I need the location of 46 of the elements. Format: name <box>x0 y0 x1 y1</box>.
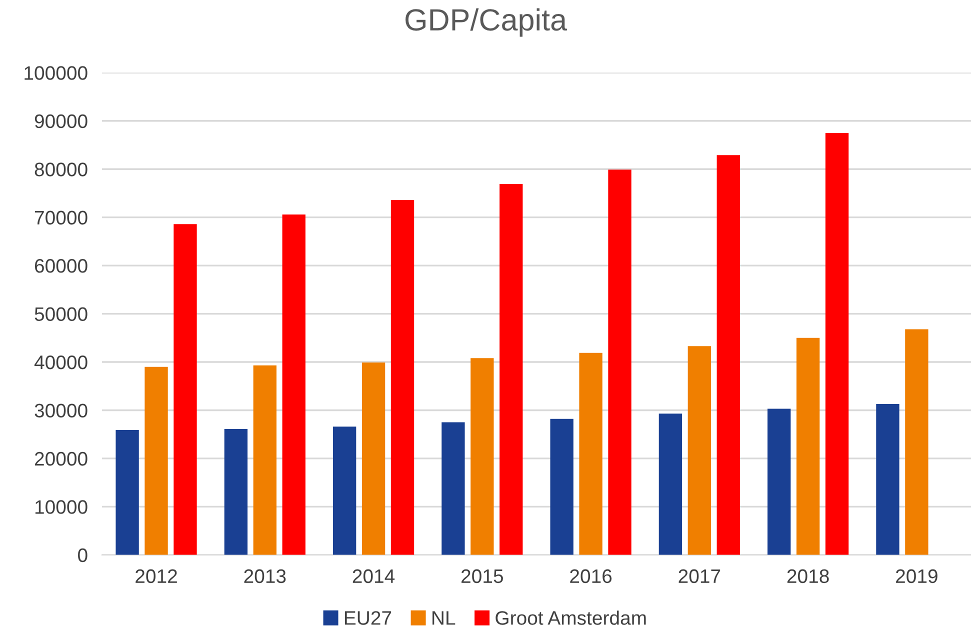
bar <box>768 408 791 555</box>
y-tick-label: 80000 <box>34 162 88 176</box>
x-tick-label: 2012 <box>136 569 177 584</box>
y-tick-label: 40000 <box>34 355 88 370</box>
bar <box>716 155 740 555</box>
bar <box>688 346 712 555</box>
bar <box>282 214 306 555</box>
bar <box>390 200 414 555</box>
y-tick-label: 100000 <box>24 66 88 80</box>
y-tick-label: 10000 <box>35 500 88 514</box>
y-tick-label: 0 <box>78 548 88 562</box>
bar <box>876 404 900 555</box>
bar <box>442 422 465 555</box>
chart-title: GDP/Capita <box>406 8 568 37</box>
x-tick-label: 2016 <box>570 569 612 584</box>
bar <box>470 358 494 555</box>
bar <box>796 338 820 555</box>
y-tick-label: 70000 <box>35 210 88 225</box>
x-tick-label: 2015 <box>462 569 503 584</box>
bar <box>905 329 928 555</box>
bar <box>224 429 248 555</box>
y-tick-label: 90000 <box>34 114 88 128</box>
bar <box>579 352 602 555</box>
x-tick-label: 2018 <box>787 569 829 584</box>
bar <box>362 362 386 555</box>
bar <box>608 170 632 555</box>
bar <box>253 365 276 555</box>
bar <box>658 414 682 555</box>
x-tick-label: 2013 <box>244 569 286 584</box>
legend-label: NL <box>432 611 456 625</box>
y-tick-label: 60000 <box>34 259 88 273</box>
bar <box>116 430 139 555</box>
x-tick-label: 2017 <box>678 569 720 584</box>
bar <box>144 366 168 555</box>
x-tick-label: 2019 <box>896 569 938 584</box>
bar <box>825 132 849 555</box>
bar <box>174 224 197 555</box>
y-tick-label: 50000 <box>34 307 88 322</box>
y-tick-label: 30000 <box>34 404 88 418</box>
bar <box>550 418 574 555</box>
bar <box>332 426 356 555</box>
x-tick-label: 2014 <box>352 569 395 584</box>
legend-label: Groot Amsterdam <box>496 610 646 625</box>
y-tick-label: 20000 <box>34 452 88 466</box>
bar <box>500 184 523 555</box>
legend-label: EU27 <box>345 611 392 625</box>
